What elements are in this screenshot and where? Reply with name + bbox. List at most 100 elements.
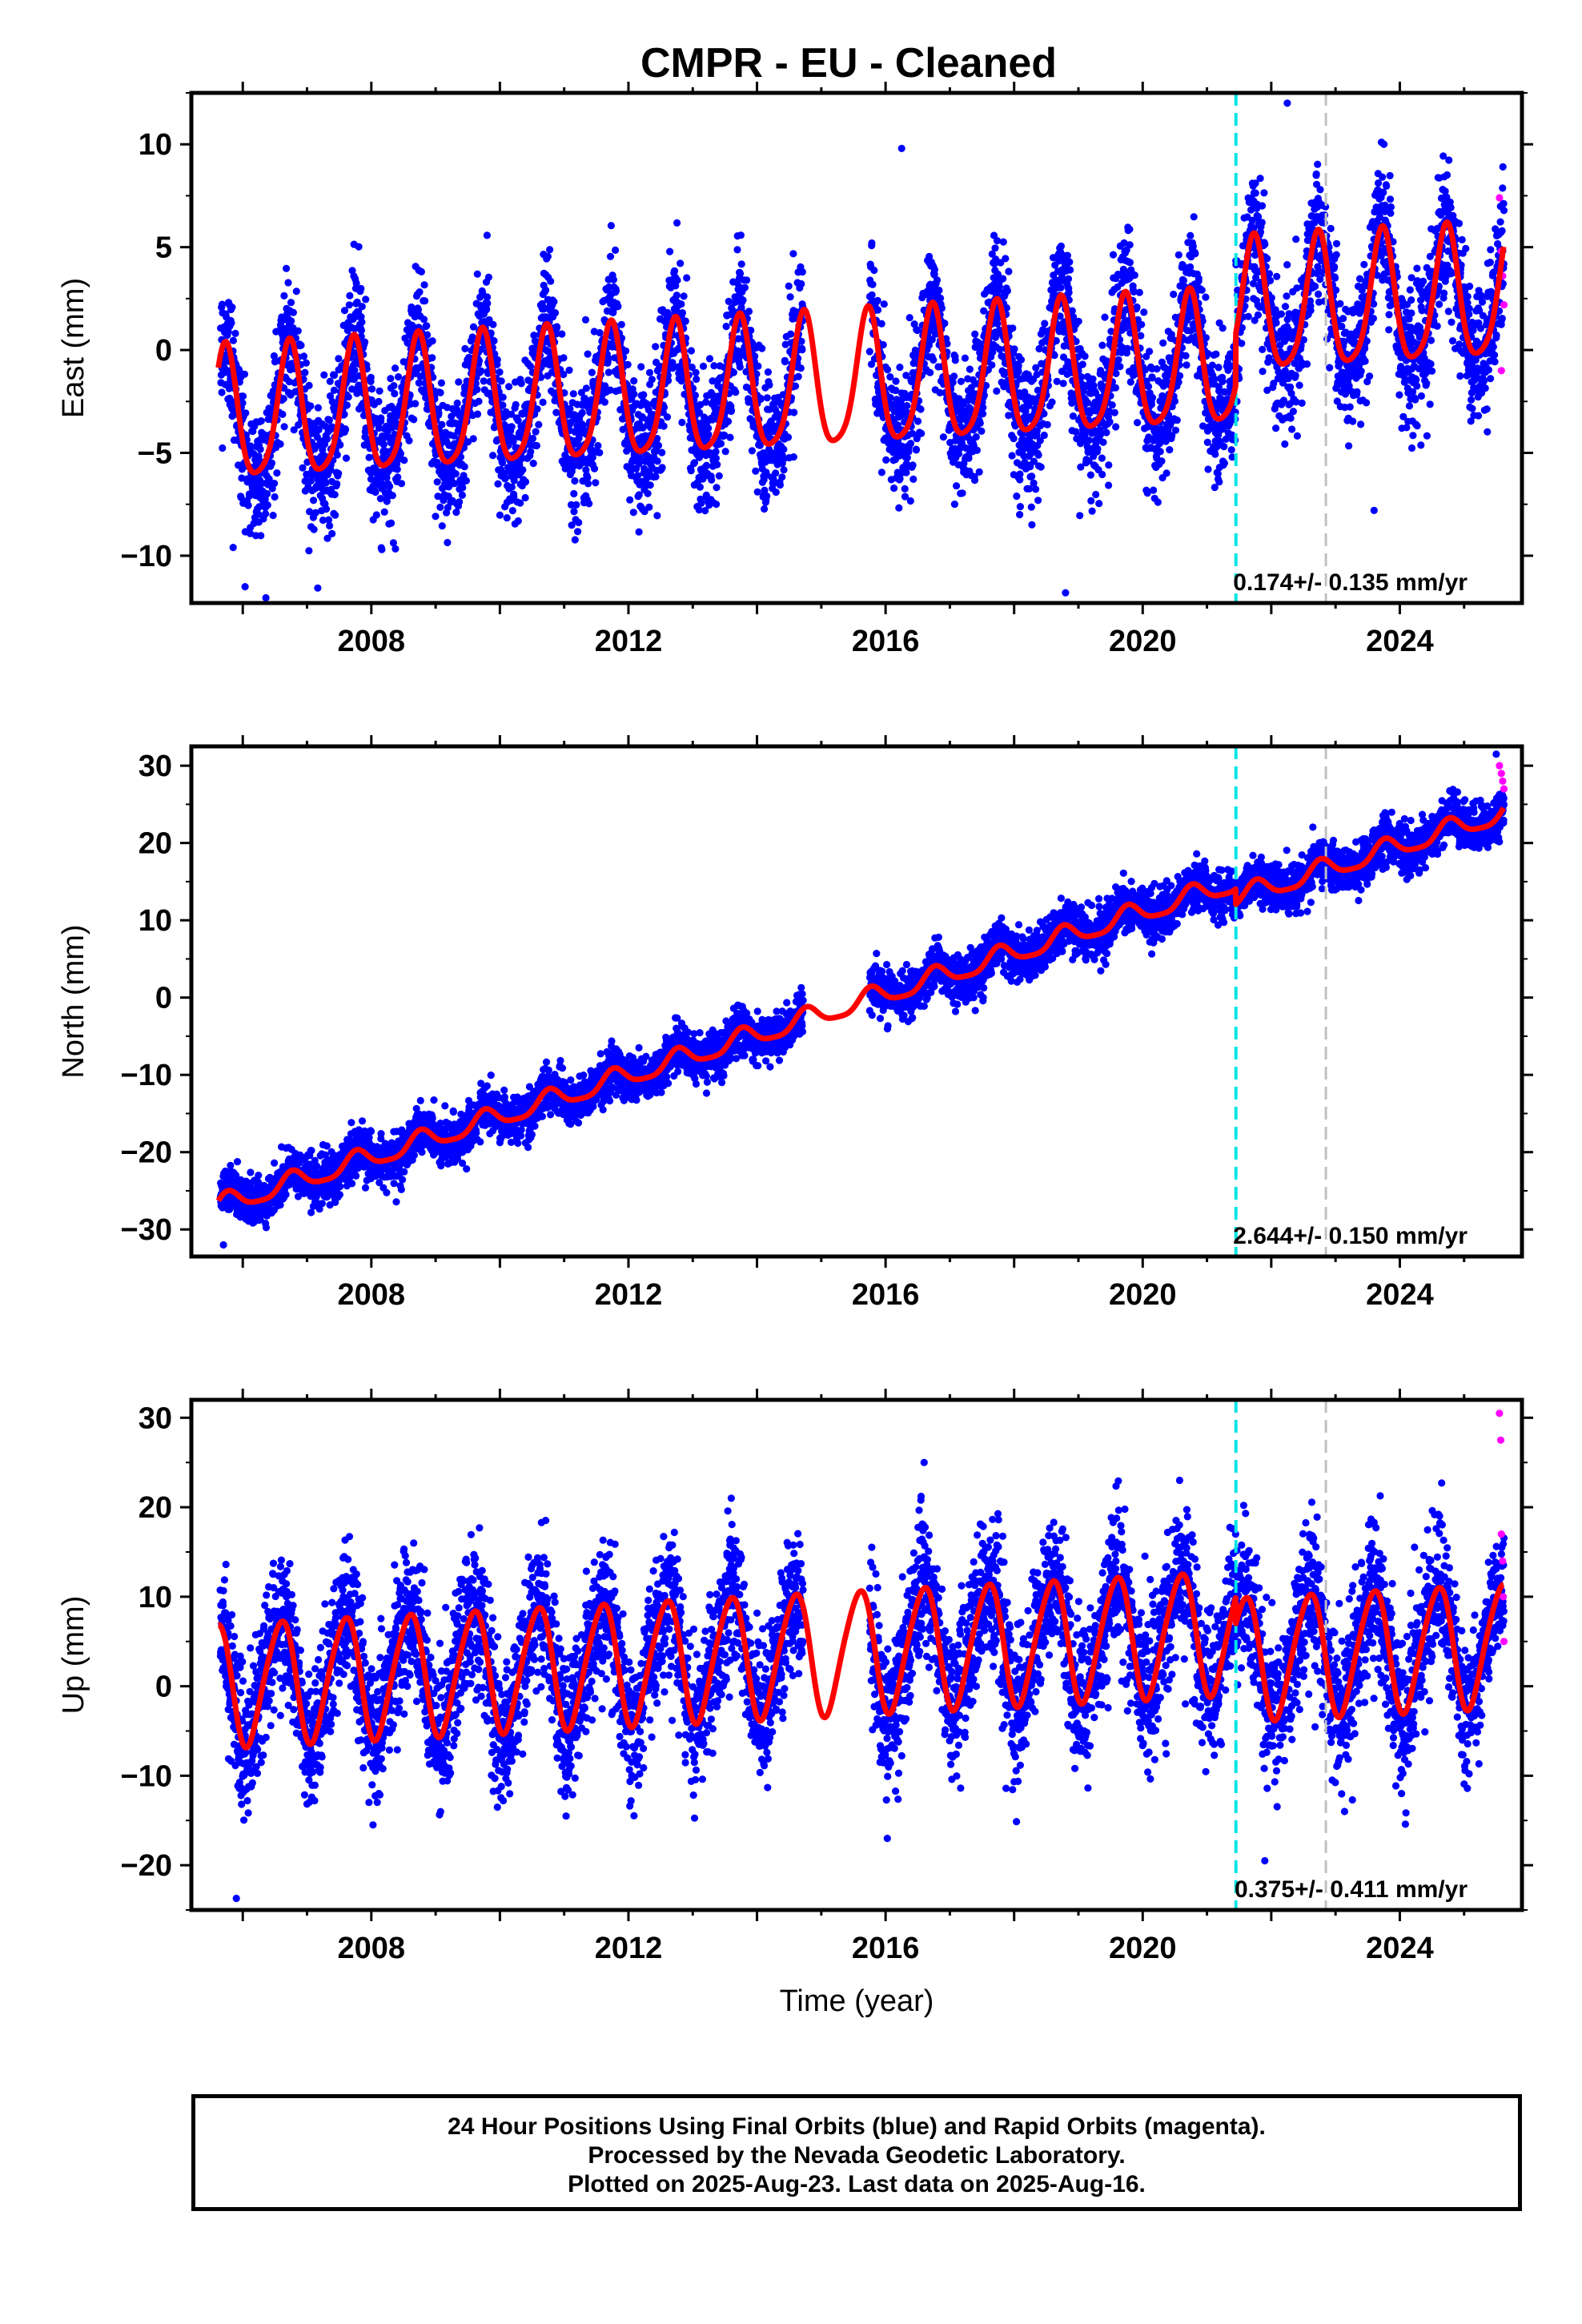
- final-orbit-point: [331, 511, 339, 519]
- final-orbit-point: [1227, 446, 1235, 454]
- final-orbit-point: [319, 517, 327, 525]
- final-orbit-point: [371, 488, 379, 497]
- final-orbit-point: [508, 507, 516, 515]
- final-orbit-point: [255, 510, 263, 518]
- final-orbit-point: [973, 446, 981, 454]
- final-orbit-point: [1108, 401, 1116, 409]
- final-orbit-point: [585, 500, 593, 508]
- final-orbit-point: [387, 519, 396, 527]
- final-orbit-point: [794, 372, 802, 380]
- final-orbit-point: [999, 275, 1007, 283]
- final-orbit-point: [678, 309, 687, 317]
- final-orbit-point: [348, 267, 356, 275]
- final-orbit-point: [494, 480, 502, 488]
- final-orbit-point: [455, 378, 463, 386]
- final-orbit-point: [717, 440, 725, 448]
- final-orbit-point: [1017, 356, 1026, 364]
- final-orbit-point: [368, 385, 376, 393]
- final-orbit-point: [391, 389, 399, 398]
- final-orbit-point: [1013, 493, 1021, 501]
- final-orbit-point: [1095, 500, 1103, 508]
- final-orbit-point: [789, 453, 797, 461]
- final-orbit-point: [926, 368, 934, 376]
- final-orbit-point: [696, 483, 705, 491]
- final-orbit-point: [1005, 267, 1013, 275]
- final-orbit-point: [629, 509, 637, 517]
- final-orbit-point: [307, 476, 315, 485]
- final-orbit-point: [311, 509, 319, 517]
- final-orbit-point: [1174, 251, 1182, 259]
- final-orbit-point: [489, 320, 497, 328]
- final-orbit-point: [733, 246, 741, 254]
- final-orbit-point: [725, 297, 733, 305]
- final-orbit-point: [542, 286, 550, 294]
- final-orbit-point: [1076, 512, 1084, 520]
- final-orbit-point: [912, 446, 921, 454]
- final-orbit-point: [255, 503, 263, 511]
- final-orbit-point: [590, 464, 599, 472]
- final-orbit-point: [301, 368, 309, 376]
- final-orbit-point: [292, 287, 300, 296]
- final-orbit-point: [1110, 408, 1118, 416]
- final-orbit-point: [1109, 251, 1118, 259]
- final-orbit-point: [348, 385, 356, 393]
- final-orbit-point: [1034, 451, 1042, 459]
- final-orbit-point: [1176, 372, 1184, 380]
- final-orbit-point: [512, 400, 520, 408]
- final-orbit-point: [865, 348, 873, 356]
- final-orbit-point: [1138, 320, 1146, 328]
- final-orbit-point: [305, 381, 313, 389]
- final-orbit-point: [1092, 490, 1100, 499]
- final-orbit-point: [529, 460, 537, 468]
- final-orbit-point: [1166, 446, 1174, 454]
- final-orbit-point: [570, 508, 578, 516]
- final-orbit-point: [757, 395, 765, 403]
- final-orbit-point: [957, 377, 965, 385]
- final-orbit-point: [584, 480, 592, 488]
- final-orbit-point: [299, 464, 307, 472]
- final-orbit-point: [256, 445, 264, 453]
- final-orbit-point: [630, 377, 638, 385]
- final-orbit-point: [588, 368, 596, 376]
- final-orbit-point: [798, 267, 806, 276]
- final-orbit-point: [382, 448, 390, 456]
- final-orbit-point: [1170, 397, 1178, 405]
- final-orbit-point: [772, 489, 780, 497]
- final-orbit-point: [609, 275, 618, 283]
- final-orbit-point: [1008, 452, 1016, 460]
- final-orbit-point: [648, 376, 656, 384]
- final-orbit-point: [713, 460, 721, 468]
- final-orbit-point: [653, 457, 661, 465]
- final-orbit-point: [697, 499, 705, 508]
- final-orbit-point: [299, 352, 308, 360]
- final-orbit-point: [645, 368, 654, 376]
- final-orbit-point: [499, 393, 507, 401]
- final-orbit-point: [1040, 431, 1048, 440]
- final-orbit-point: [314, 584, 322, 592]
- final-orbit-point: [1087, 497, 1095, 505]
- final-orbit-point: [353, 298, 361, 306]
- final-orbit-point: [961, 354, 969, 362]
- final-orbit-point: [516, 499, 524, 507]
- final-orbit-point: [326, 392, 335, 400]
- final-orbit-point: [624, 360, 632, 368]
- final-orbit-point: [532, 441, 541, 450]
- final-orbit-point: [1212, 350, 1220, 358]
- final-orbit-point: [350, 375, 358, 384]
- final-orbit-point: [1111, 384, 1119, 392]
- final-orbit-point: [246, 529, 255, 537]
- final-orbit-point: [322, 505, 331, 513]
- final-orbit-point: [320, 371, 328, 379]
- final-orbit-point: [606, 252, 615, 260]
- final-orbit-point: [280, 423, 288, 431]
- final-orbit-point: [1105, 481, 1113, 489]
- final-orbit-point: [693, 375, 701, 384]
- final-orbit-point: [307, 402, 315, 410]
- final-orbit-point: [387, 375, 395, 383]
- final-orbit-point: [428, 354, 436, 362]
- final-orbit-point: [432, 513, 440, 521]
- final-orbit-point: [994, 237, 1002, 245]
- final-orbit-point: [705, 355, 714, 363]
- final-orbit-point: [729, 368, 738, 376]
